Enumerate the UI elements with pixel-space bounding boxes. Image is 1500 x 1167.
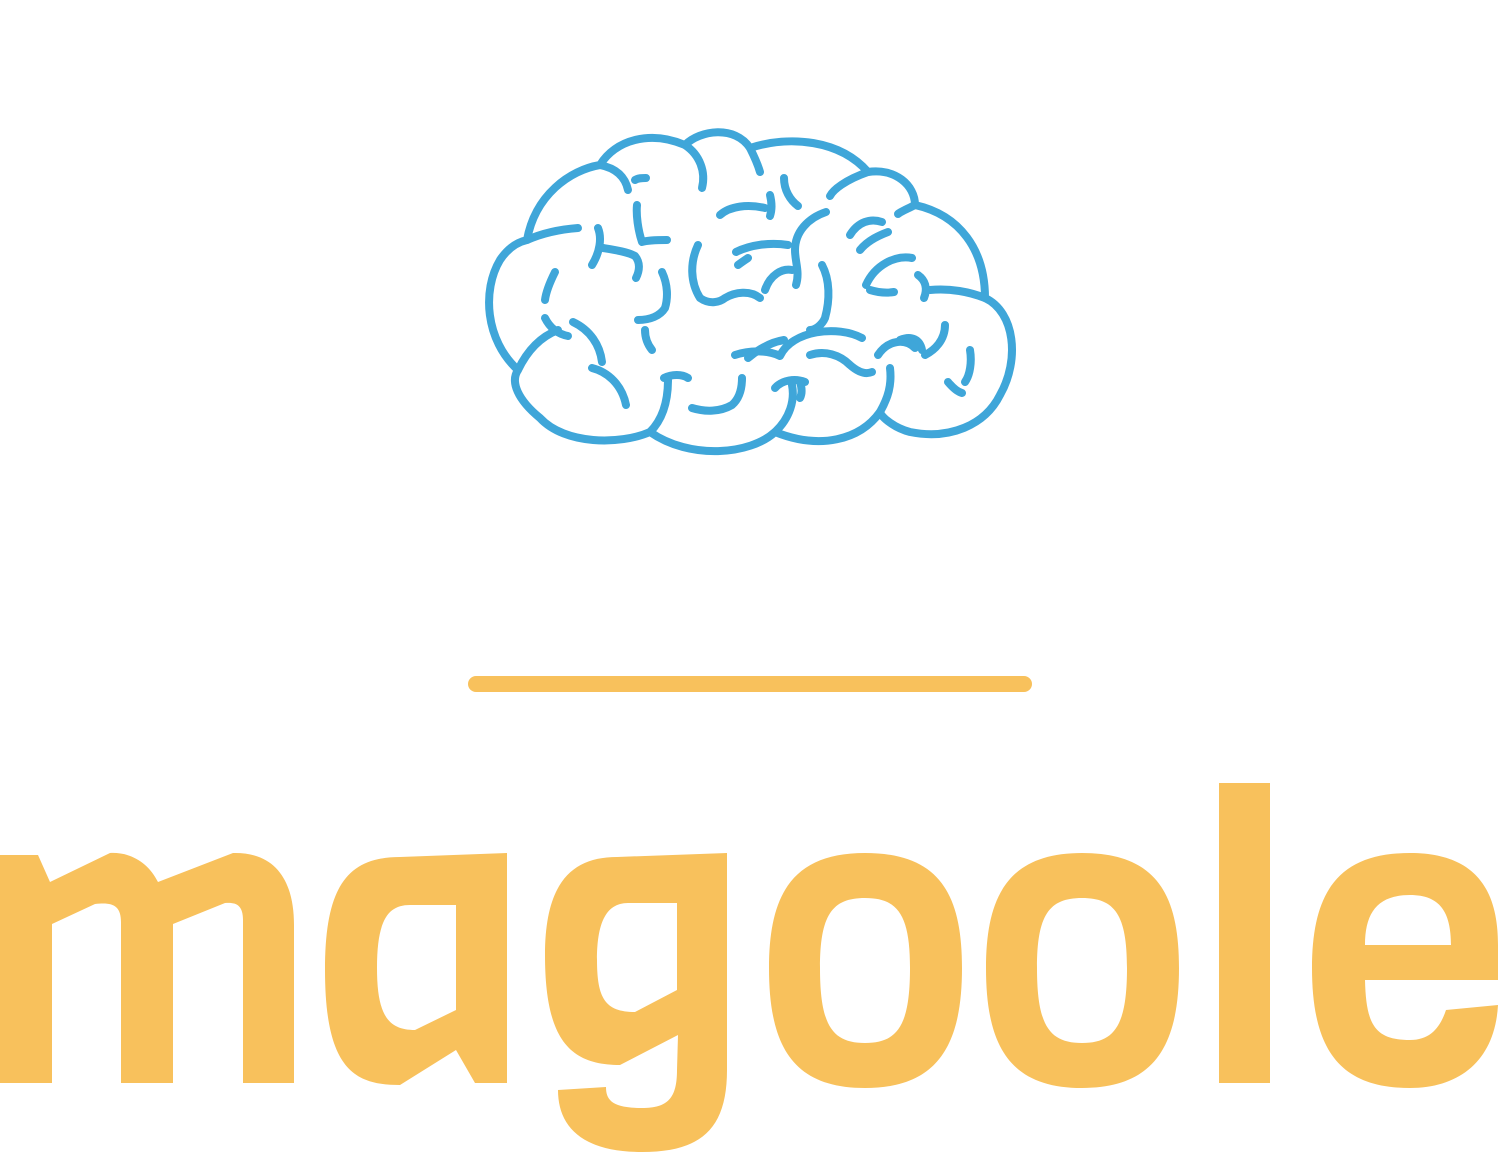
letter-e bbox=[1312, 853, 1498, 1088]
letter-o-2 bbox=[986, 853, 1179, 1088]
letter-m bbox=[0, 852, 294, 1083]
letter-g bbox=[545, 853, 727, 1152]
brain-strokes bbox=[485, 128, 1016, 456]
letter-l bbox=[1219, 783, 1270, 1083]
letter-a bbox=[325, 853, 507, 1085]
accent-divider bbox=[468, 676, 1032, 692]
letter-o-1 bbox=[769, 853, 962, 1088]
brain-outline bbox=[485, 128, 1016, 456]
brain-icon bbox=[485, 128, 1016, 456]
brand-wordmark bbox=[0, 783, 1498, 1152]
wordmark-letters bbox=[0, 783, 1498, 1152]
